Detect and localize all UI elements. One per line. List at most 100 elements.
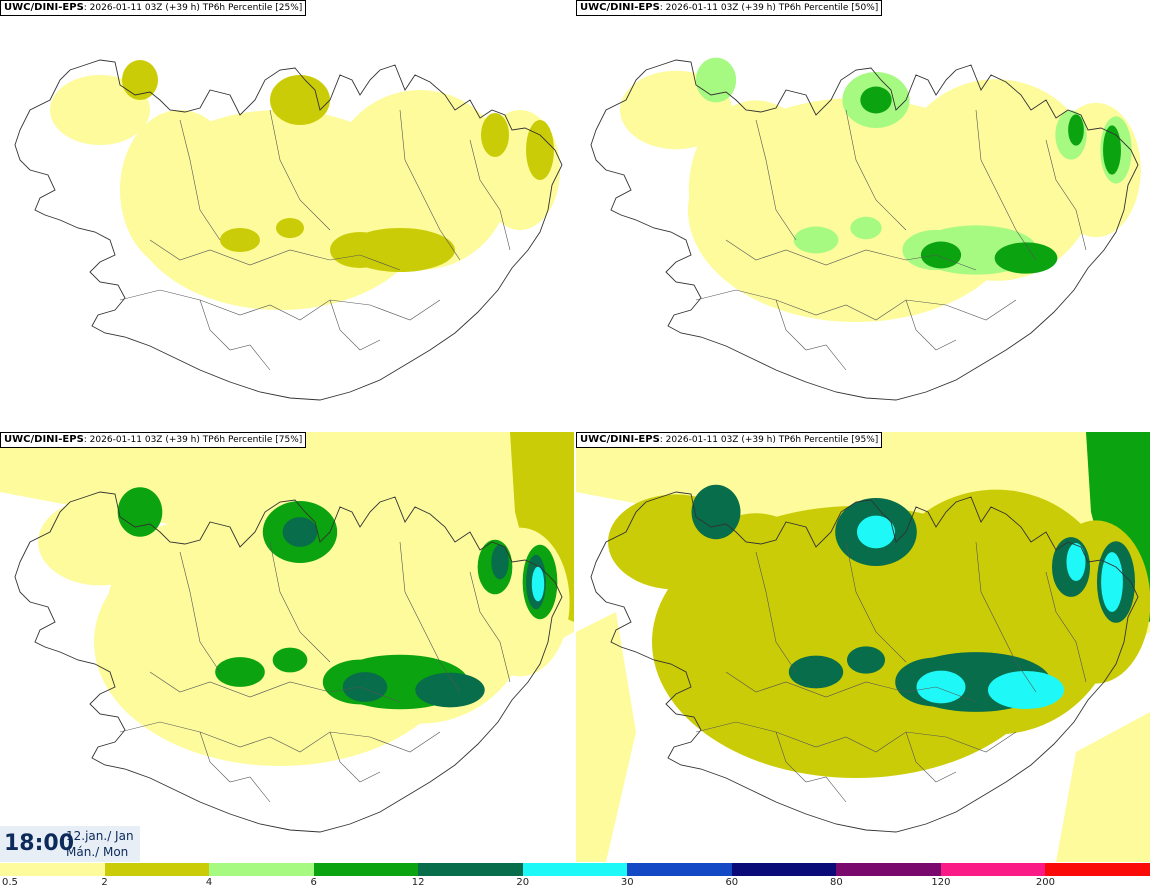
road-line xyxy=(755,551,797,673)
road-line xyxy=(469,571,511,683)
precip-area xyxy=(846,646,886,674)
precip-area xyxy=(330,90,510,270)
precip-area xyxy=(1068,114,1084,146)
legend-label: 30 xyxy=(620,877,634,888)
road-line xyxy=(975,541,1037,693)
road-line xyxy=(725,671,977,703)
precip-area xyxy=(576,612,636,862)
legend-label: 20 xyxy=(516,877,530,888)
precip-area xyxy=(276,218,304,238)
precip-map-p50 xyxy=(590,57,1141,401)
legend-label: 60 xyxy=(725,877,739,888)
legend-swatch xyxy=(836,863,942,876)
precip-area xyxy=(691,484,741,540)
precip-area xyxy=(860,86,892,114)
map-panel-p25: UWC/DINI-EPS: 2026-01-11 03Z (+39 h) TP6… xyxy=(0,0,574,430)
precip-area xyxy=(987,670,1065,710)
precip-area xyxy=(526,120,554,180)
valid-time-box: 18:00 12.jan./ Jan Mán./ Mon xyxy=(0,826,140,862)
panel-title-p95: UWC/DINI-EPS: 2026-01-11 03Z (+39 h) TP6… xyxy=(576,432,883,448)
legend-swatch xyxy=(522,863,628,876)
legend-label: 2 xyxy=(101,877,108,888)
precip-area xyxy=(491,544,509,580)
road-line xyxy=(775,299,847,371)
legend-label: 4 xyxy=(205,877,213,888)
legend-swatch xyxy=(104,863,210,876)
road-line xyxy=(695,289,1017,321)
legend-swatch xyxy=(313,863,419,876)
precip-area xyxy=(850,216,882,240)
road-line xyxy=(119,289,441,321)
legend-swatch xyxy=(1045,863,1150,876)
panel-title-p75: UWC/DINI-EPS: 2026-01-11 03Z (+39 h) TP6… xyxy=(0,432,307,448)
legend-swatch xyxy=(418,863,524,876)
road-line xyxy=(199,731,271,803)
precip-area xyxy=(270,75,330,125)
road-line xyxy=(905,299,957,351)
coastline xyxy=(590,59,1139,401)
valid-time: 18:00 xyxy=(4,831,75,856)
precip-map-p75 xyxy=(0,432,574,833)
precip-map-p25 xyxy=(14,59,563,401)
road-line xyxy=(755,119,797,241)
road-line xyxy=(845,541,907,663)
precip-area xyxy=(1066,542,1086,582)
legend-label: 12 xyxy=(411,877,425,888)
road-line xyxy=(149,239,401,271)
road-line xyxy=(399,109,461,261)
precip-area xyxy=(415,672,485,708)
road-line xyxy=(119,721,441,753)
road-line xyxy=(905,731,957,783)
panel-title-p50: UWC/DINI-EPS: 2026-01-11 03Z (+39 h) TP6… xyxy=(576,0,883,16)
panel-title-p25: UWC/DINI-EPS: 2026-01-11 03Z (+39 h) TP6… xyxy=(0,0,307,16)
precip-map-p95 xyxy=(576,432,1150,862)
map-panel-p75: UWC/DINI-EPS: 2026-01-11 03Z (+39 h) TP6… xyxy=(0,432,574,862)
precip-area xyxy=(920,241,962,269)
precip-area xyxy=(342,672,388,702)
precip-area xyxy=(330,232,390,268)
legend-swatch xyxy=(209,863,315,876)
precip-area xyxy=(793,226,839,254)
precip-area xyxy=(1103,125,1121,175)
precip-area xyxy=(215,657,265,687)
road-line xyxy=(1045,571,1087,683)
road-line xyxy=(975,109,1037,261)
color-legend: 0.5 2 4 6 12 20 30 60 80 120 200 xyxy=(0,863,1150,891)
legend-label: 80 xyxy=(829,877,843,888)
precip-area xyxy=(220,228,260,252)
road-line xyxy=(269,541,331,663)
legend-swatch xyxy=(940,863,1046,876)
precip-area xyxy=(122,60,158,100)
road-line xyxy=(179,119,221,241)
road-line xyxy=(329,299,381,351)
road-line xyxy=(695,721,1017,753)
road-line xyxy=(469,139,511,251)
legend-label: 200 xyxy=(1035,877,1055,888)
road-line xyxy=(1045,139,1087,251)
precip-area xyxy=(120,110,240,270)
road-line xyxy=(775,731,847,803)
valid-date: 12.jan./ Jan xyxy=(66,829,134,843)
coastline xyxy=(14,59,563,401)
road-line xyxy=(329,731,381,783)
road-line xyxy=(845,109,907,231)
legend-label: 0.5 xyxy=(2,877,18,888)
valid-weekday: Mán./ Mon xyxy=(66,845,129,859)
road-line xyxy=(269,109,331,231)
precip-area xyxy=(1041,520,1150,684)
map-panel-p95: UWC/DINI-EPS: 2026-01-11 03Z (+39 h) TP6… xyxy=(576,432,1150,862)
legend-swatch xyxy=(0,863,106,876)
road-line xyxy=(725,239,977,271)
precip-area xyxy=(1056,712,1150,862)
road-line xyxy=(199,299,271,371)
road-line xyxy=(179,551,221,673)
legend-swatch xyxy=(627,863,733,876)
precip-area xyxy=(531,566,545,602)
precip-area xyxy=(50,75,150,145)
precip-area xyxy=(916,670,966,704)
road-line xyxy=(399,541,461,693)
precip-area xyxy=(272,647,308,673)
legend-swatch xyxy=(731,863,837,876)
legend-label: 120 xyxy=(931,877,951,888)
precip-area xyxy=(788,655,844,689)
